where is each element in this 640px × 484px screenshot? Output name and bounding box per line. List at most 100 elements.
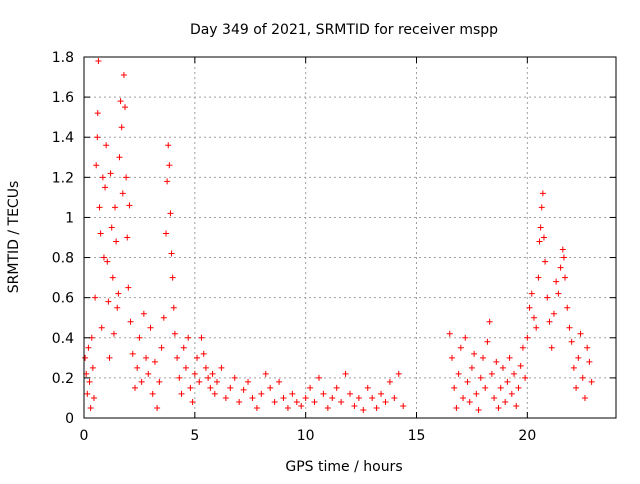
data-point	[320, 390, 327, 397]
data-point	[125, 284, 132, 291]
data-point	[280, 394, 287, 401]
y-tick-label: 0.8	[52, 251, 74, 267]
data-point	[136, 334, 143, 341]
data-point	[149, 390, 156, 397]
data-point	[198, 334, 205, 341]
data-point	[559, 246, 566, 253]
data-point	[174, 354, 181, 361]
data-point	[170, 304, 177, 311]
data-point	[468, 364, 475, 371]
data-point	[90, 394, 97, 401]
data-point	[151, 358, 158, 365]
x-tick-label: 0	[80, 428, 89, 444]
data-point	[338, 398, 345, 405]
data-point	[557, 264, 564, 271]
data-point	[539, 190, 546, 197]
data-point	[120, 72, 127, 79]
data-point	[96, 204, 103, 211]
data-point	[284, 404, 291, 411]
data-point	[584, 344, 591, 351]
data-point	[351, 402, 358, 409]
chart-title: Day 349 of 2021, SRMTID for receiver msp…	[190, 22, 498, 38]
data-point	[95, 58, 102, 65]
data-point	[105, 298, 112, 305]
data-point	[298, 402, 305, 409]
data-point	[245, 378, 252, 385]
data-point	[110, 330, 117, 337]
data-point	[138, 378, 145, 385]
data-point	[156, 378, 163, 385]
data-point	[122, 104, 129, 111]
data-point	[187, 384, 194, 391]
data-point	[550, 310, 557, 317]
y-tick-label: 1.6	[52, 90, 74, 106]
data-point	[524, 334, 531, 341]
data-point	[373, 404, 380, 411]
data-point	[168, 250, 175, 257]
data-point	[240, 386, 247, 393]
data-point	[560, 254, 567, 261]
data-point	[395, 370, 402, 377]
data-point	[482, 384, 489, 391]
tick-labels: 0 0.2 0.4 0.6 0.8 1 1.2 1.4 1.6 1.8 0 5 10 15 20	[52, 50, 537, 444]
data-point	[364, 384, 371, 391]
data-point	[115, 290, 122, 297]
data-point	[103, 142, 110, 149]
data-point	[207, 384, 214, 391]
data-point	[97, 230, 104, 237]
data-point	[528, 290, 535, 297]
plot-frame	[83, 56, 617, 419]
x-tick-label: 20	[518, 428, 536, 444]
data-point	[568, 338, 575, 345]
y-tick-label: 0.6	[52, 291, 74, 307]
data-point	[522, 374, 529, 381]
data-point	[113, 238, 120, 245]
data-point	[84, 390, 91, 397]
data-point	[118, 124, 125, 131]
data-point	[355, 394, 362, 401]
data-point	[517, 362, 524, 369]
data-point	[515, 384, 522, 391]
data-point	[369, 394, 376, 401]
data-point	[124, 234, 131, 241]
data-point	[194, 354, 201, 361]
data-point	[553, 278, 560, 285]
data-point	[473, 390, 480, 397]
data-point	[448, 354, 455, 361]
data-point	[579, 374, 586, 381]
grid	[84, 57, 616, 418]
data-point	[457, 344, 464, 351]
data-point	[134, 364, 141, 371]
y-tick-label: 1.2	[52, 170, 74, 186]
data-point	[360, 406, 367, 413]
data-point	[107, 170, 114, 177]
data-point	[249, 394, 256, 401]
data-point	[231, 374, 238, 381]
x-axis-label: GPS time / hours	[285, 459, 402, 475]
y-tick-label: 1.8	[52, 50, 74, 66]
data-point	[140, 310, 147, 317]
data-point	[116, 154, 123, 161]
data-point	[488, 370, 495, 377]
data-point	[533, 324, 540, 331]
data-point	[575, 354, 582, 361]
data-point	[154, 404, 161, 411]
data-point	[167, 210, 174, 217]
x-tick-label: 10	[297, 428, 315, 444]
data-point	[171, 330, 178, 337]
data-point	[519, 344, 526, 351]
data-point	[85, 344, 92, 351]
data-point	[466, 398, 473, 405]
data-point	[446, 330, 453, 337]
data-point	[191, 370, 198, 377]
data-point	[129, 350, 136, 357]
y-tick-label: 1.4	[52, 130, 74, 146]
data-point	[114, 304, 121, 311]
data-point	[169, 274, 176, 281]
data-point	[166, 162, 173, 169]
data-point	[127, 318, 134, 325]
data-point	[218, 364, 225, 371]
data-point	[513, 402, 520, 409]
data-point	[347, 390, 353, 397]
